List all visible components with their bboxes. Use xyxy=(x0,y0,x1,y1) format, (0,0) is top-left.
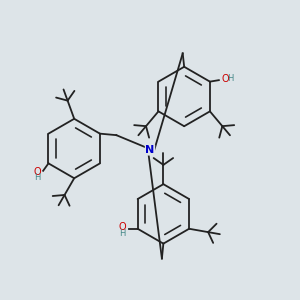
Text: H: H xyxy=(34,173,41,182)
Text: H: H xyxy=(227,74,233,83)
Text: N: N xyxy=(146,145,154,155)
Text: O: O xyxy=(118,222,126,232)
Text: O: O xyxy=(222,74,229,84)
Text: H: H xyxy=(119,229,125,238)
Text: O: O xyxy=(34,167,42,177)
